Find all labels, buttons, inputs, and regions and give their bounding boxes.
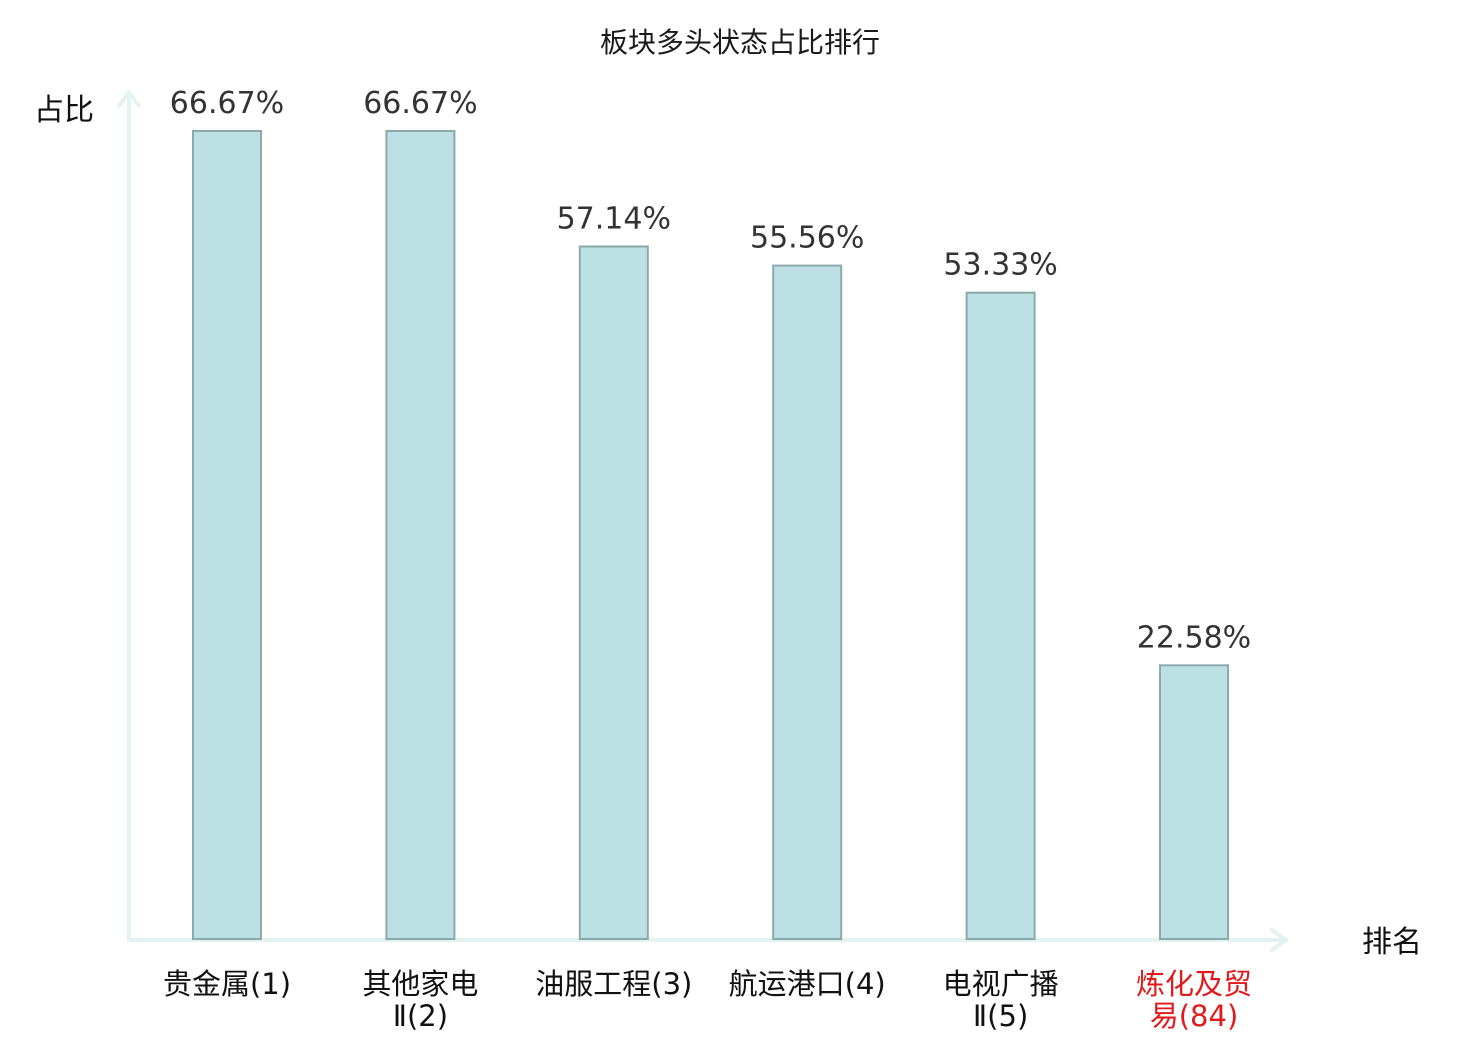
- value-label-4: 55.56%: [750, 221, 864, 256]
- category-label-1: 贵金属(1): [163, 967, 291, 1001]
- value-label-2: 66.67%: [363, 86, 477, 121]
- category-label-2-line-1: 其他家电: [362, 967, 478, 1001]
- category-label-2-line-2: Ⅱ(2): [393, 999, 448, 1033]
- category-label-5-line-2: Ⅱ(5): [973, 999, 1028, 1033]
- x-axis-label: 排名: [1362, 925, 1422, 960]
- y-axis-label: 占比: [34, 93, 94, 128]
- category-label-4: 航运港口(4): [729, 967, 886, 1001]
- bars-group: [192, 130, 1229, 941]
- value-labels-group: 66.67% 66.67% 57.14% 55.56% 53.33% 22.58%: [170, 86, 1251, 655]
- category-label-6-line-2: 易(84): [1150, 999, 1239, 1033]
- value-label-5: 53.33%: [943, 248, 1057, 283]
- bar-4: [772, 264, 843, 941]
- category-label-5-line-1: 电视广播: [943, 967, 1059, 1001]
- value-label-6: 22.58%: [1137, 620, 1251, 655]
- value-label-1: 66.67%: [170, 86, 284, 121]
- bar-3: [578, 245, 649, 940]
- bar-6: [1159, 664, 1229, 940]
- y-axis-arrow: [117, 90, 141, 108]
- chart-title: 板块多头状态占比排行: [600, 26, 880, 59]
- x-axis-arrow: [1270, 928, 1288, 952]
- bar-2: [385, 130, 456, 940]
- bar-5: [965, 291, 1036, 940]
- category-label-6-line-1: 炼化及贸: [1136, 967, 1252, 1001]
- category-label-3: 油服工程(3): [535, 967, 692, 1001]
- value-label-3: 57.14%: [557, 202, 671, 237]
- bar-1: [192, 130, 262, 940]
